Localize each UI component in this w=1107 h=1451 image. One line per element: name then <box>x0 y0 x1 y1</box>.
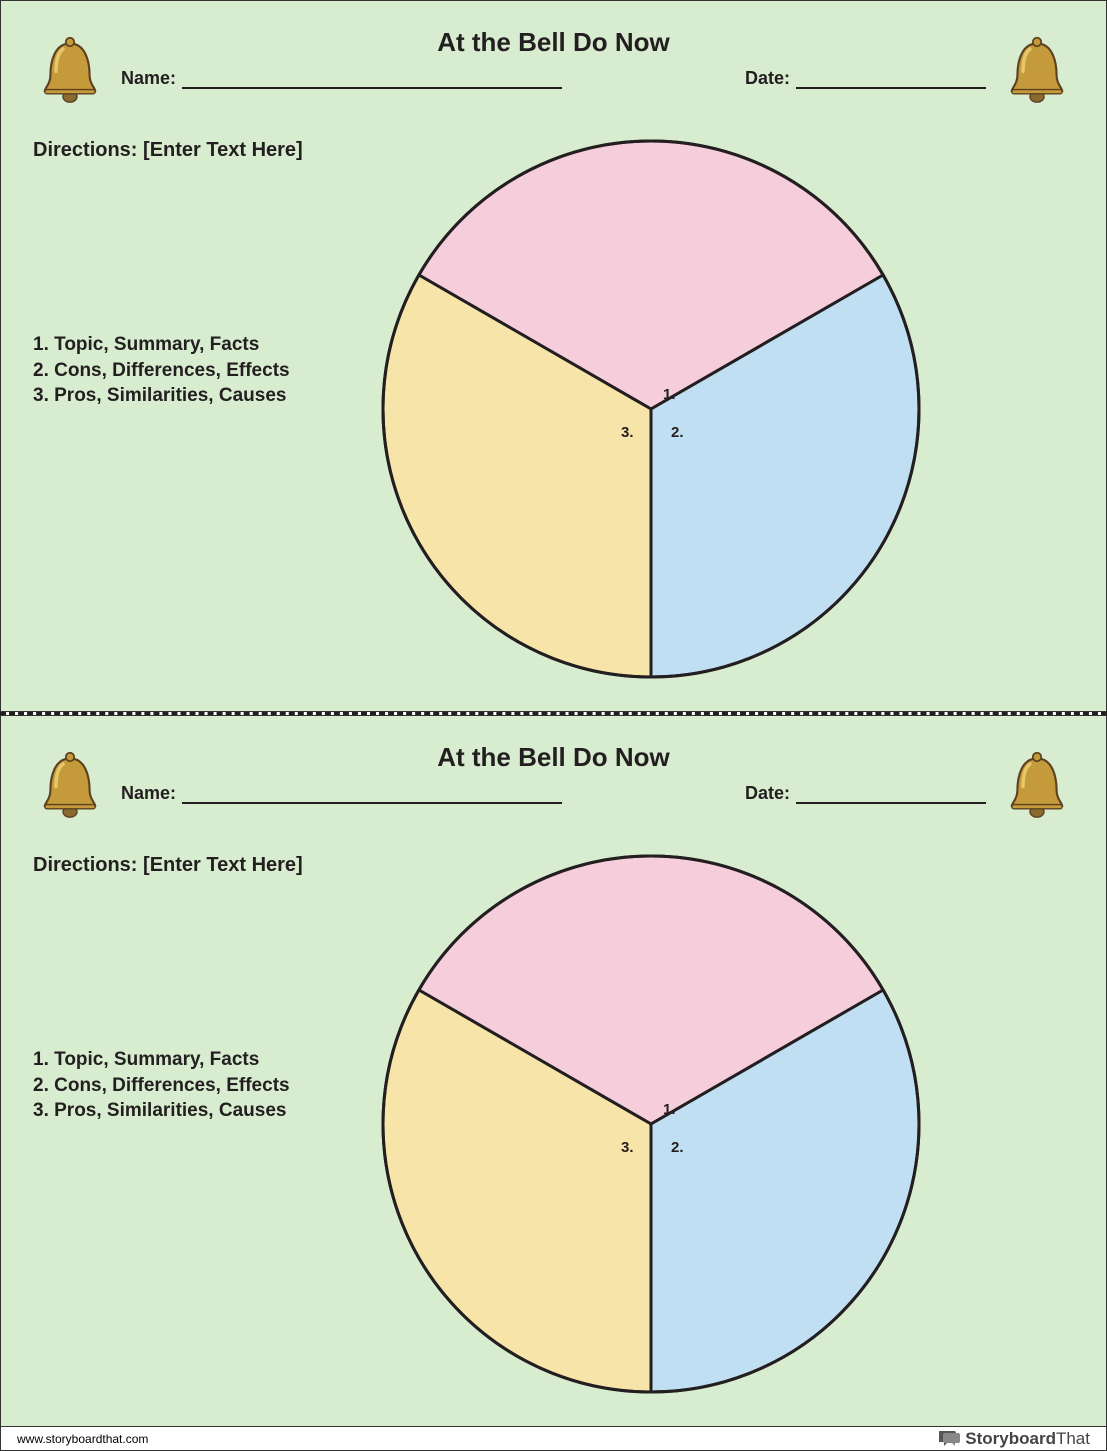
name-label: Name: <box>121 783 176 804</box>
date-field[interactable]: Date: <box>745 68 986 89</box>
bell-icon-left <box>35 35 105 105</box>
date-label: Date: <box>745 68 790 89</box>
name-field[interactable]: Name: <box>121 68 562 89</box>
name-underline <box>182 786 562 804</box>
legend-item-1: 1. Topic, Summary, Facts <box>33 1047 361 1073</box>
worksheet-panel-bottom: At the Bell Do Now Name: Date: Direction… <box>0 715 1107 1427</box>
bell-icon-right <box>1002 750 1072 820</box>
header-row: Name: Date: <box>31 68 1076 89</box>
worksheet-title: At the Bell Do Now <box>31 742 1076 773</box>
left-column: Directions: [Enter Text Here] 1. Topic, … <box>31 844 361 1404</box>
date-field[interactable]: Date: <box>745 783 986 804</box>
legend-item-3: 3. Pros, Similarities, Causes <box>33 1098 361 1124</box>
left-column: Directions: [Enter Text Here] 1. Topic, … <box>31 129 361 689</box>
directions-text[interactable]: Directions: [Enter Text Here] <box>33 854 361 877</box>
worksheet-title: At the Bell Do Now <box>31 27 1076 58</box>
legend-item-3: 3. Pros, Similarities, Causes <box>33 383 361 409</box>
footer-brand: StoryboardThat <box>939 1429 1090 1449</box>
speech-bubble-icon <box>939 1430 961 1448</box>
name-label: Name: <box>121 68 176 89</box>
date-label: Date: <box>745 783 790 804</box>
pie-chart-top: 1.2.3. <box>361 129 1076 689</box>
name-underline <box>182 71 562 89</box>
legend-item-2: 2. Cons, Differences, Effects <box>33 1073 361 1099</box>
name-field[interactable]: Name: <box>121 783 562 804</box>
page-footer: www.storyboardthat.com StoryboardThat <box>0 1427 1107 1451</box>
header-row: Name: Date: <box>31 783 1076 804</box>
page: At the Bell Do Now Name: Date: Direction… <box>0 0 1107 1451</box>
date-underline <box>796 786 986 804</box>
footer-url: www.storyboardthat.com <box>17 1432 148 1446</box>
directions-text[interactable]: Directions: [Enter Text Here] <box>33 139 361 162</box>
bell-icon-right <box>1002 35 1072 105</box>
legend-item-1: 1. Topic, Summary, Facts <box>33 332 361 358</box>
pie-chart-bottom: 1.2.3. <box>361 844 1076 1404</box>
date-underline <box>796 71 986 89</box>
content-row: Directions: [Enter Text Here] 1. Topic, … <box>31 844 1076 1404</box>
legend-list: 1. Topic, Summary, Facts 2. Cons, Differ… <box>33 332 361 409</box>
legend-list: 1. Topic, Summary, Facts 2. Cons, Differ… <box>33 1047 361 1124</box>
bell-icon-left <box>35 750 105 820</box>
worksheet-panel-top: At the Bell Do Now Name: Date: Direction… <box>0 0 1107 712</box>
legend-item-2: 2. Cons, Differences, Effects <box>33 358 361 384</box>
content-row: Directions: [Enter Text Here] 1. Topic, … <box>31 129 1076 689</box>
